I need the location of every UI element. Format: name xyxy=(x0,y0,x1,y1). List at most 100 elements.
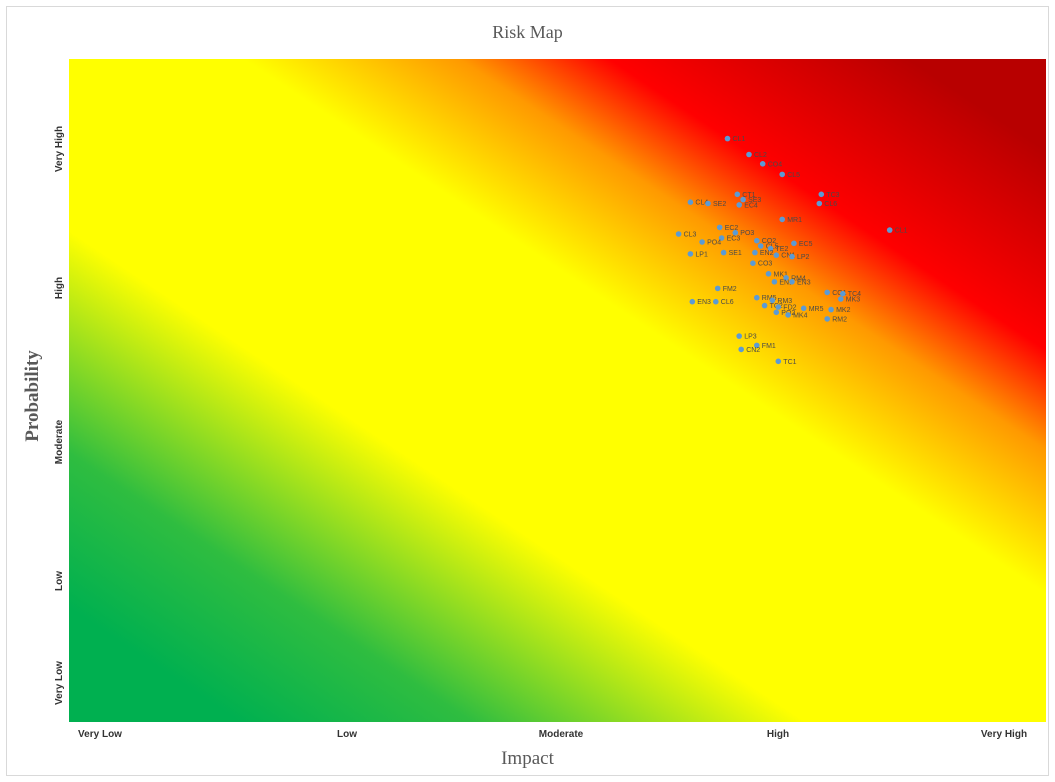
data-point xyxy=(761,302,768,309)
data-point-label: TC4 xyxy=(848,291,861,298)
data-point xyxy=(828,306,834,313)
data-point-label: PO4 xyxy=(707,240,721,247)
data-point xyxy=(757,243,764,249)
data-point xyxy=(754,294,760,301)
data-point-label: RM4 xyxy=(791,275,806,282)
y-tick-label: Moderate xyxy=(54,419,65,464)
data-point-label: EN2 xyxy=(760,250,774,257)
data-point-label: CL5 xyxy=(787,172,800,179)
data-point-label: EN1 xyxy=(779,279,793,286)
data-point-label: FM1 xyxy=(762,343,776,350)
data-point xyxy=(791,240,797,247)
data-point-label: SE3 xyxy=(748,197,761,204)
data-point xyxy=(785,312,791,318)
data-point xyxy=(789,253,795,260)
data-point xyxy=(886,227,893,233)
data-point-label: MR5 xyxy=(809,306,824,313)
data-point-label: MR1 xyxy=(787,217,802,224)
y-tick-label: High xyxy=(54,277,65,299)
data-point-label: CL4 xyxy=(695,200,708,207)
data-point xyxy=(783,275,789,281)
data-point xyxy=(754,237,760,244)
data-point xyxy=(816,200,823,207)
y-axis-ticks: Very Low Low Moderate High Very High xyxy=(54,126,65,705)
data-point-label: LP2 xyxy=(797,254,810,261)
data-point-label: RM3 xyxy=(777,298,792,305)
data-point-label: EC5 xyxy=(799,241,813,248)
data-point-label: CL6 xyxy=(721,299,734,306)
data-point-label: CL2 xyxy=(754,152,767,159)
data-point xyxy=(687,199,694,205)
y-axis-title: Probability xyxy=(22,350,43,442)
data-point-label: EN3 xyxy=(797,279,811,286)
data-point xyxy=(734,191,741,198)
data-point xyxy=(724,135,731,142)
data-point xyxy=(752,249,758,256)
data-point-label: CT1 xyxy=(742,192,755,199)
data-point xyxy=(714,285,721,292)
data-point xyxy=(716,224,723,231)
chart-frame xyxy=(6,6,1049,776)
data-point-label: PO3 xyxy=(740,230,754,237)
data-point xyxy=(800,305,807,312)
data-point-label: MK3 xyxy=(846,297,861,304)
data-point xyxy=(736,202,742,208)
x-axis-title: Impact xyxy=(501,748,554,769)
x-tick-label: Very Low xyxy=(78,729,122,740)
data-point xyxy=(720,249,727,256)
y-tick-label: Very Low xyxy=(54,661,65,705)
data-point xyxy=(824,289,830,296)
data-point-label: TC3 xyxy=(826,192,839,199)
data-point-label: LP3 xyxy=(744,334,757,341)
data-point xyxy=(818,191,825,198)
data-point xyxy=(773,309,780,316)
data-point-label: EC2 xyxy=(725,225,739,232)
data-point-label: LP1 xyxy=(695,251,708,258)
data-point-label: FD2 xyxy=(783,305,796,312)
data-point xyxy=(769,297,776,304)
data-point-label: EC4 xyxy=(744,202,758,209)
data-point xyxy=(689,298,696,305)
data-point xyxy=(789,279,795,285)
data-point-label: RM5 xyxy=(762,295,777,302)
data-point xyxy=(767,245,774,252)
data-point-label: CL6 xyxy=(824,201,837,208)
data-point xyxy=(779,216,785,223)
y-tick-label: Low xyxy=(54,571,65,591)
data-point xyxy=(838,296,844,302)
data-point xyxy=(675,231,682,237)
data-point xyxy=(765,271,772,277)
data-point xyxy=(773,252,780,258)
data-point xyxy=(705,200,711,207)
data-point-label: CL3 xyxy=(684,232,697,239)
data-point xyxy=(718,235,725,241)
data-point xyxy=(699,239,705,245)
data-point-label: CO2 xyxy=(762,238,777,245)
data-point xyxy=(750,260,756,267)
data-point xyxy=(771,279,778,285)
y-tick-label: Very High xyxy=(54,126,65,172)
data-point-label: SE2 xyxy=(713,201,726,208)
data-point xyxy=(759,161,766,167)
data-point-label: CO4 xyxy=(768,161,783,168)
data-point-label: EN3 xyxy=(697,299,711,306)
data-point-label: FM2 xyxy=(723,286,737,293)
data-point xyxy=(746,151,752,158)
data-point xyxy=(732,229,739,236)
data-point xyxy=(824,316,830,322)
chart-title: Risk Map xyxy=(492,22,563,42)
data-point xyxy=(736,333,742,339)
data-point xyxy=(713,298,719,305)
x-tick-label: Low xyxy=(337,729,357,740)
data-point xyxy=(840,290,846,297)
data-point-label: EC3 xyxy=(727,236,741,243)
risk-gradient-background xyxy=(69,59,1046,722)
data-point-label: CO3 xyxy=(758,261,773,268)
data-point-label: CL1 xyxy=(733,136,746,143)
data-point-label: RM2 xyxy=(832,316,847,323)
data-point xyxy=(687,251,694,257)
x-tick-label: Very High xyxy=(981,729,1027,740)
data-point xyxy=(738,346,744,353)
